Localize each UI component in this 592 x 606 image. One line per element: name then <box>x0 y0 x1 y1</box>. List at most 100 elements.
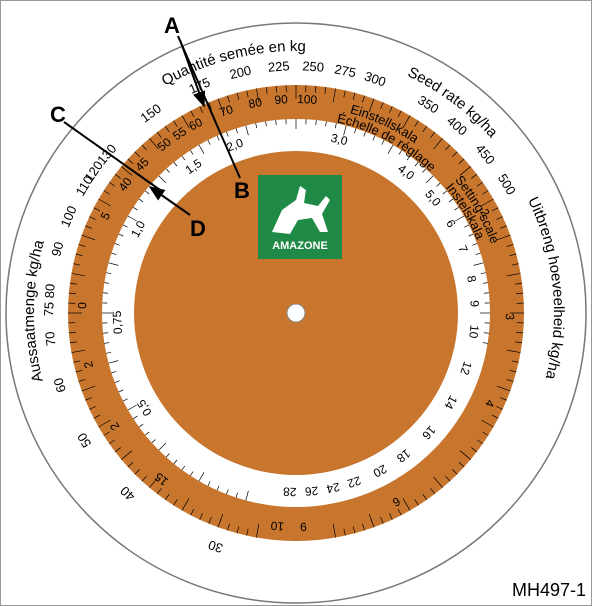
tick <box>164 493 170 500</box>
inner-scale-label: 9 <box>467 300 481 308</box>
tick <box>256 88 260 103</box>
tick <box>109 439 116 445</box>
tick <box>445 475 451 482</box>
tick <box>156 131 162 138</box>
tick <box>458 462 465 468</box>
outer-scale-label: 225 <box>267 58 290 74</box>
callout-arrow-a <box>179 39 206 108</box>
tick <box>397 508 402 516</box>
tick <box>207 481 211 487</box>
tick <box>496 234 511 241</box>
tick <box>69 341 77 344</box>
tick <box>491 207 499 212</box>
tick <box>343 528 346 536</box>
callout-arrow-d <box>148 186 191 216</box>
tick <box>104 282 110 284</box>
setting-scale-label: 2 <box>81 359 96 369</box>
tick <box>381 139 385 145</box>
tick <box>173 120 178 127</box>
tick <box>235 128 238 134</box>
tick <box>500 225 507 229</box>
tick <box>111 371 117 374</box>
tick <box>227 95 230 103</box>
tick <box>362 523 365 531</box>
tick <box>471 173 478 179</box>
tick <box>134 151 140 157</box>
tick <box>245 490 249 501</box>
tick <box>496 406 503 410</box>
tick <box>425 175 434 184</box>
tick <box>108 360 119 364</box>
setting-scale-label: 10 <box>270 518 285 533</box>
tick <box>236 92 240 100</box>
tick <box>516 331 524 334</box>
tick <box>216 135 220 141</box>
tick <box>473 262 484 266</box>
tick <box>459 166 471 176</box>
tick <box>422 126 428 133</box>
tick <box>368 513 375 528</box>
tick <box>332 88 336 103</box>
setting-scale-label: 60 <box>186 115 205 134</box>
tick <box>106 272 112 275</box>
tick <box>198 472 205 482</box>
callout-label: D <box>190 216 206 241</box>
tick <box>468 233 474 237</box>
setting-scale-label: 70 <box>218 102 235 120</box>
tick <box>516 292 524 295</box>
scale-ticks <box>68 85 524 538</box>
tick <box>363 131 366 137</box>
tick <box>515 282 523 285</box>
outer-scale-label: 200 <box>228 63 253 82</box>
tick <box>133 207 138 211</box>
setting-scale-label: 80 <box>247 95 263 111</box>
tick <box>362 95 365 103</box>
tick <box>464 224 470 228</box>
tick <box>398 150 402 155</box>
tick <box>103 190 110 195</box>
tick <box>430 488 436 495</box>
tick <box>227 523 230 531</box>
outer-scale-label: 300 <box>363 68 388 89</box>
tick <box>226 489 229 495</box>
inner-scale-label: 7 <box>455 243 471 255</box>
tick <box>73 360 81 363</box>
outer-scale-label: 90 <box>48 240 66 258</box>
tick <box>414 162 419 167</box>
tick <box>111 252 117 255</box>
tick <box>414 120 419 127</box>
tick <box>275 85 278 93</box>
callout-label: A <box>164 13 180 38</box>
tick <box>141 144 147 151</box>
tick <box>496 216 503 220</box>
tick <box>433 138 443 150</box>
tick <box>506 244 514 247</box>
tick <box>181 465 186 471</box>
outer-scale-label: 250 <box>302 58 325 74</box>
tick <box>68 292 76 295</box>
tick <box>138 198 144 203</box>
tick <box>103 292 109 294</box>
tick <box>151 439 156 444</box>
setting-scale-label: 3 <box>503 313 517 320</box>
tick <box>78 379 86 382</box>
tick <box>515 341 523 344</box>
tick <box>265 86 268 94</box>
outer-scale-label: 275 <box>333 61 357 80</box>
callout-line-a <box>177 35 241 179</box>
tick <box>199 513 203 520</box>
tick <box>121 450 133 460</box>
outer-scale-label: 70 <box>42 331 58 347</box>
tick <box>122 398 128 402</box>
tick <box>334 123 337 129</box>
tick <box>483 292 489 294</box>
tick <box>73 263 81 266</box>
setting-scale-label: 90 <box>274 92 289 107</box>
inner-scale-label: 10 <box>466 324 481 339</box>
tick <box>81 234 96 241</box>
tick <box>452 469 458 475</box>
tick <box>208 517 212 524</box>
outer-scale-label: 75 80 <box>41 283 58 316</box>
tick <box>208 102 212 109</box>
tick <box>149 138 159 150</box>
